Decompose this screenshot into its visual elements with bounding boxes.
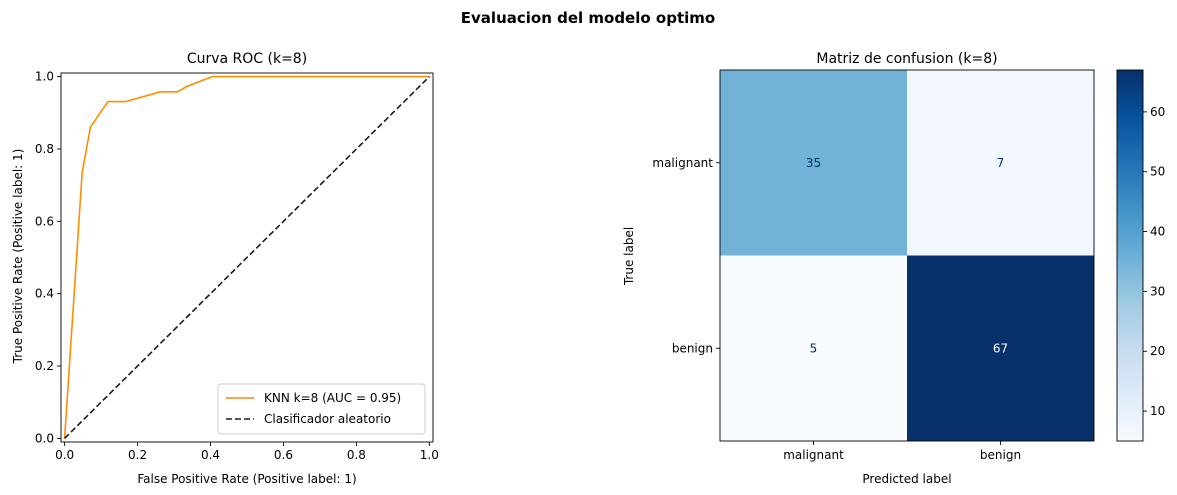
colorbar-tick-label: 50 xyxy=(1150,165,1165,179)
cm-ytick-label: malignant xyxy=(652,156,713,170)
roc-xlabel: False Positive Rate (Positive label: 1) xyxy=(137,472,356,486)
cm-ytick-label: benign xyxy=(672,341,713,355)
cm-xtick-label: benign xyxy=(980,448,1021,462)
cm-cell xyxy=(907,70,1094,256)
roc-ytick-label: 1.0 xyxy=(35,70,54,84)
cm-cell xyxy=(907,255,1094,441)
roc-legend-box xyxy=(217,383,426,435)
roc-legend-label: KNN k=8 (AUC = 0.95) xyxy=(264,391,401,405)
roc-legend: KNN k=8 (AUC = 0.95) Clasificador aleator… xyxy=(217,383,426,435)
roc-series-line-1 xyxy=(64,76,430,439)
colorbar-tick-label: 60 xyxy=(1150,105,1165,119)
cm-cell-value: 67 xyxy=(993,341,1008,355)
roc-ytick-label: 0.8 xyxy=(35,142,54,156)
roc-chart: Curva ROC (k=8) 0.0 0.2 0.4 0.6 0.8 1.0 0.0 0.2… xyxy=(11,51,439,486)
cm-axes-frame xyxy=(719,69,1095,442)
colorbar-tick-label: 10 xyxy=(1150,404,1165,418)
roc-ytick-label: 0.2 xyxy=(35,359,54,373)
cm-xlabel: Predicted label xyxy=(862,472,951,486)
roc-ytick-label: 0.0 xyxy=(35,431,54,445)
roc-legend-label: Clasificador aleatorio xyxy=(264,412,391,426)
cm-cell xyxy=(720,70,907,256)
roc-xtick-label: 0.8 xyxy=(347,448,366,462)
colorbar-tick-label: 40 xyxy=(1150,225,1165,239)
roc-xtick-label: 1.0 xyxy=(420,448,439,462)
figure-suptitle: Evaluacion del modelo optimo xyxy=(461,9,715,27)
roc-xtick-label: 0.6 xyxy=(274,448,293,462)
roc-ytick-label: 0.6 xyxy=(35,214,54,228)
cm-cell-value: 35 xyxy=(806,156,821,170)
colorbar-tick-label: 30 xyxy=(1150,284,1165,298)
roc-xtick-label: 0.0 xyxy=(55,448,74,462)
roc-ylabel: True Positive Rate (Positive label: 1) xyxy=(11,149,25,365)
colorbar-tick-label: 20 xyxy=(1150,344,1165,358)
roc-title: Curva ROC (k=8) xyxy=(187,51,307,67)
colorbar-bar xyxy=(1116,69,1144,442)
roc-xtick-label: 0.2 xyxy=(128,448,147,462)
roc-ytick-label: 0.4 xyxy=(35,287,54,301)
roc-xtick-label: 0.4 xyxy=(201,448,220,462)
cm-cell-value: 5 xyxy=(810,341,818,355)
cm-title: Matriz de confusion (k=8) xyxy=(816,51,997,67)
cm-cell xyxy=(720,255,907,441)
roc-axes-frame xyxy=(60,72,434,443)
confusion-matrix-chart: Matriz de confusion (k=8) 35 7 5 67 malignan… xyxy=(622,51,1165,486)
colorbar: 10 20 30 40 50 60 xyxy=(1116,69,1165,442)
cm-ylabel: True label xyxy=(622,227,636,286)
cm-plot-area: 35 7 5 67 malignant benign malignant benign xyxy=(652,69,1095,462)
roc-series-line-0 xyxy=(63,75,430,439)
roc-plot-area: 0.0 0.2 0.4 0.6 0.8 1.0 0.0 0.2 0.4 0.6 0.8 1.0 xyxy=(35,70,439,462)
cm-xtick-label: malignant xyxy=(783,448,844,462)
cm-cell-value: 7 xyxy=(997,156,1005,170)
